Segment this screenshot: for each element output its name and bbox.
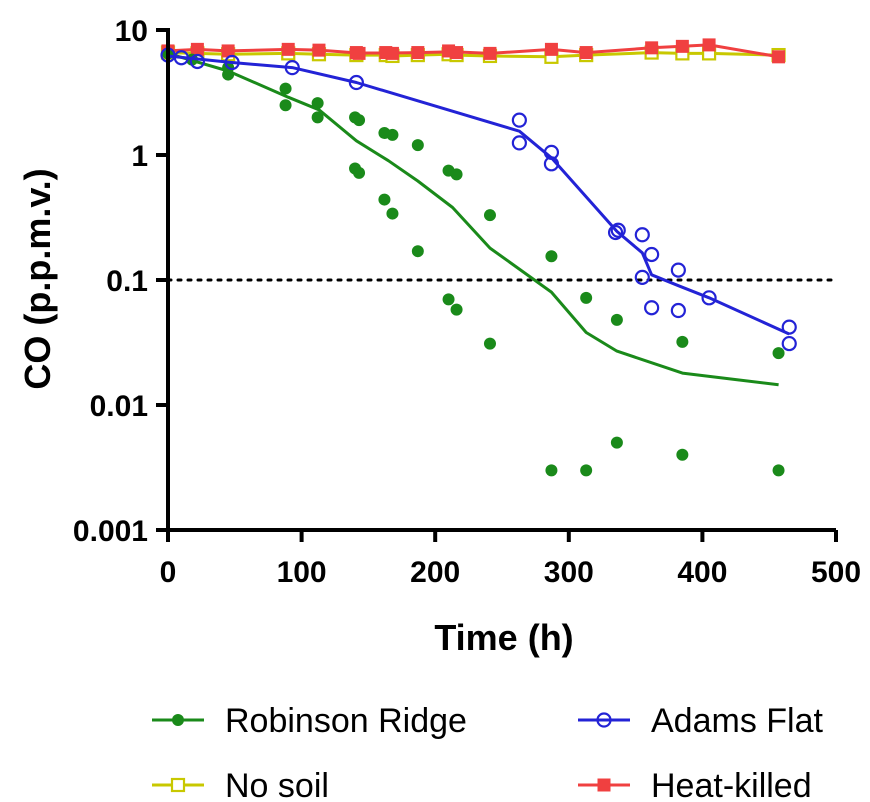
legend-marker xyxy=(597,778,611,792)
y-tick-label: 0.01 xyxy=(90,390,148,423)
data-point-adams-flat xyxy=(644,246,660,263)
data-point-robinson-ridge xyxy=(386,128,399,141)
tick-layer: 0 100 200 300 400 500 0.001 0.01 0.1 1 10 xyxy=(73,15,861,589)
data-point-robinson-ridge xyxy=(772,347,785,360)
data-point-heat-killed xyxy=(675,39,689,53)
legend-label: Adams Flat xyxy=(651,702,823,740)
data-point-adams-flat xyxy=(610,222,626,238)
data-point-heat-killed xyxy=(190,42,204,56)
data-point-adams-flat xyxy=(670,302,686,319)
x-tick-label: 300 xyxy=(544,556,594,589)
series-heat-killed xyxy=(161,38,786,64)
data-point-robinson-ridge xyxy=(676,335,689,348)
data-point-robinson-ridge xyxy=(353,114,366,127)
data-point-robinson-ridge xyxy=(610,436,623,449)
data-point-robinson-ridge xyxy=(545,250,558,263)
data-point-adams-flat xyxy=(224,54,240,71)
x-tick-label: 200 xyxy=(410,556,460,589)
data-point-robinson-ridge xyxy=(545,464,558,477)
data-point-adams-flat xyxy=(670,262,686,278)
legend-item-adams-flat: Adams Flat xyxy=(578,702,823,740)
data-point-heat-killed xyxy=(281,42,295,56)
series-line-robinson-ridge xyxy=(167,51,779,387)
data-point-robinson-ridge xyxy=(378,193,391,206)
data-point-adams-flat xyxy=(701,290,717,306)
data-point-robinson-ridge xyxy=(580,291,593,304)
legend-item-robinson-ridge: Robinson Ridge xyxy=(152,702,467,740)
series-robinson-ridge xyxy=(162,47,785,477)
series-line-adams-flat xyxy=(167,54,790,336)
data-point-heat-killed xyxy=(579,46,593,60)
data-point-robinson-ridge xyxy=(450,303,463,316)
data-point-robinson-ridge xyxy=(411,139,424,152)
data-point-adams-flat xyxy=(644,300,660,316)
y-tick-label: 0.1 xyxy=(106,265,148,298)
data-point-adams-flat xyxy=(284,60,300,76)
data-point-adams-flat xyxy=(173,50,189,66)
data-point-adams-flat xyxy=(634,227,650,243)
y-tick-label: 0.001 xyxy=(73,515,148,548)
data-point-adams-flat xyxy=(781,319,797,335)
data-point-adams-flat xyxy=(543,156,560,172)
data-point-robinson-ridge xyxy=(353,166,366,179)
data-point-robinson-ridge xyxy=(311,111,324,124)
data-point-heat-killed xyxy=(385,46,399,60)
data-point-robinson-ridge xyxy=(610,313,623,326)
x-axis-title: Time (h) xyxy=(434,617,573,658)
x-tick-label: 500 xyxy=(811,556,861,589)
data-point-adams-flat xyxy=(634,269,650,285)
data-point-heat-killed xyxy=(645,41,659,55)
data-point-robinson-ridge xyxy=(279,99,292,112)
series-line-heat-killed xyxy=(167,43,779,59)
x-tick-label: 0 xyxy=(160,556,177,589)
legend: Robinson Ridge Adams Flat No soil Heat-kill… xyxy=(152,702,823,802)
data-point-heat-killed xyxy=(411,46,425,60)
data-point-heat-killed xyxy=(312,43,326,57)
data-point-robinson-ridge xyxy=(279,82,292,95)
data-point-heat-killed xyxy=(483,46,497,60)
data-point-robinson-ridge xyxy=(311,97,324,110)
data-point-heat-killed xyxy=(544,42,558,56)
data-point-adams-flat xyxy=(781,335,797,352)
data-point-adams-flat xyxy=(348,74,364,91)
data-point-robinson-ridge xyxy=(483,337,496,350)
data-point-adams-flat xyxy=(607,224,624,241)
data-point-heat-killed xyxy=(450,46,464,60)
series-adams-flat xyxy=(160,47,797,352)
data-point-adams-flat xyxy=(511,135,527,151)
y-axis-title: CO (p.p.m.v.) xyxy=(17,168,58,389)
data-point-robinson-ridge xyxy=(386,207,399,220)
legend-item-heat-killed: Heat-killed xyxy=(578,767,812,802)
legend-item-no-soil: No soil xyxy=(152,767,329,802)
x-tick-label: 400 xyxy=(677,556,727,589)
legend-marker xyxy=(596,712,612,728)
x-tick-label: 100 xyxy=(277,556,327,589)
data-point-robinson-ridge xyxy=(411,245,424,258)
data-point-heat-killed xyxy=(352,46,366,60)
data-point-heat-killed xyxy=(772,50,786,64)
legend-label: No soil xyxy=(225,767,329,802)
y-tick-label: 10 xyxy=(115,15,148,48)
legend-marker xyxy=(172,714,184,726)
y-tick-label: 1 xyxy=(131,140,148,173)
data-point-robinson-ridge xyxy=(450,168,463,181)
data-point-robinson-ridge xyxy=(483,209,496,222)
data-point-adams-flat xyxy=(543,144,560,160)
data-point-robinson-ridge xyxy=(442,293,455,306)
series-layer xyxy=(160,38,797,477)
legend-label: Heat-killed xyxy=(651,767,812,802)
data-point-robinson-ridge xyxy=(580,464,593,477)
data-point-robinson-ridge xyxy=(676,448,689,461)
data-point-adams-flat xyxy=(511,112,527,128)
legend-label: Robinson Ridge xyxy=(225,702,467,740)
data-point-heat-killed xyxy=(221,44,235,58)
data-point-robinson-ridge xyxy=(772,464,785,477)
legend-marker xyxy=(170,777,186,793)
data-point-heat-killed xyxy=(702,38,716,52)
data-point-adams-flat xyxy=(189,53,205,70)
